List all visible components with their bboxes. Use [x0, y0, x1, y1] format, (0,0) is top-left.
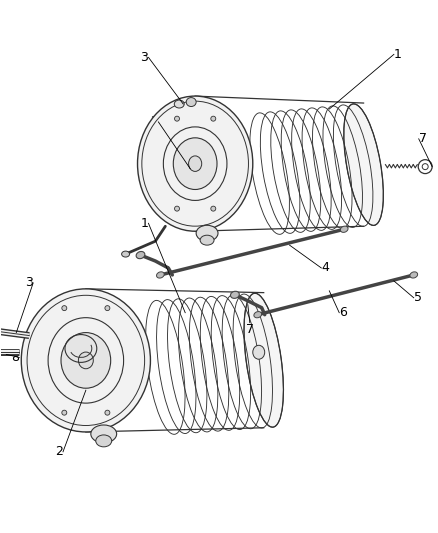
- Ellipse shape: [21, 289, 150, 432]
- Ellipse shape: [340, 226, 348, 232]
- Text: 8: 8: [11, 351, 19, 364]
- Ellipse shape: [410, 272, 417, 278]
- Ellipse shape: [105, 305, 110, 311]
- Ellipse shape: [174, 116, 180, 121]
- Ellipse shape: [62, 305, 67, 311]
- Text: 6: 6: [339, 306, 347, 319]
- Text: 1: 1: [141, 217, 148, 230]
- Text: 4: 4: [321, 262, 329, 274]
- Text: 2: 2: [55, 445, 63, 458]
- Text: 7: 7: [419, 132, 427, 146]
- Ellipse shape: [78, 352, 93, 369]
- Ellipse shape: [61, 333, 111, 388]
- Ellipse shape: [173, 138, 217, 190]
- Ellipse shape: [344, 104, 383, 225]
- Text: 3: 3: [141, 51, 148, 64]
- Ellipse shape: [136, 252, 145, 259]
- Ellipse shape: [186, 98, 196, 107]
- Ellipse shape: [156, 272, 164, 278]
- Ellipse shape: [138, 96, 253, 231]
- Ellipse shape: [254, 312, 261, 318]
- Ellipse shape: [122, 251, 130, 257]
- Ellipse shape: [253, 345, 265, 359]
- Text: 1: 1: [394, 48, 402, 61]
- Ellipse shape: [230, 291, 239, 298]
- Ellipse shape: [96, 435, 112, 447]
- Ellipse shape: [174, 206, 180, 211]
- Ellipse shape: [105, 410, 110, 415]
- Text: 3: 3: [25, 277, 33, 289]
- Ellipse shape: [211, 206, 216, 211]
- Ellipse shape: [200, 235, 214, 245]
- Text: 7: 7: [246, 322, 254, 336]
- Text: 5: 5: [414, 292, 422, 304]
- Ellipse shape: [62, 410, 67, 415]
- Ellipse shape: [174, 100, 184, 108]
- Ellipse shape: [196, 225, 218, 241]
- Ellipse shape: [211, 116, 216, 121]
- Text: 2: 2: [151, 116, 159, 128]
- Ellipse shape: [244, 293, 283, 427]
- Ellipse shape: [91, 425, 117, 443]
- Ellipse shape: [189, 156, 202, 172]
